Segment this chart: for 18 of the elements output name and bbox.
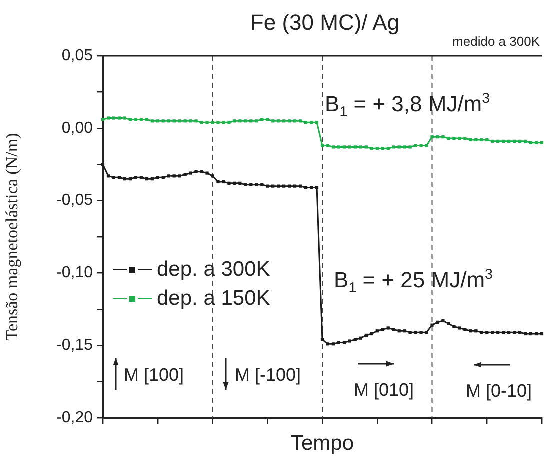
annotation: M [0-10] (466, 381, 532, 401)
text: medido a 300K (452, 34, 540, 49)
y-tick-label: -0,05 (56, 192, 94, 210)
y-tick-label: -0,20 (56, 409, 94, 426)
y-tick-label: -0,15 (56, 337, 94, 354)
chart-title: Fe (30 MC)/ Ag (250, 10, 400, 35)
y-tick-label: 0,05 (62, 47, 94, 64)
legend-label: dep. a 150K (157, 286, 270, 310)
x-axis-title: Tempo (290, 432, 354, 456)
y-axis-title: Tensão magnetoelástica (N/m) (2, 133, 22, 341)
annotation: B$_{1}$ = + 3,8 MJ/m$^{3}$ (325, 91, 490, 121)
annotation: B$_{1}$ = + 25 MJ/m$^{3}$ (334, 267, 493, 297)
annotation: M [-100] (235, 365, 302, 385)
annotation: M [010] (354, 380, 414, 400)
y-tick-label: 0,00 (62, 120, 94, 137)
annotation: M [100] (124, 365, 184, 385)
legend-label: dep. a 300K (157, 258, 270, 281)
y-tick-label: -0,10 (56, 264, 94, 282)
